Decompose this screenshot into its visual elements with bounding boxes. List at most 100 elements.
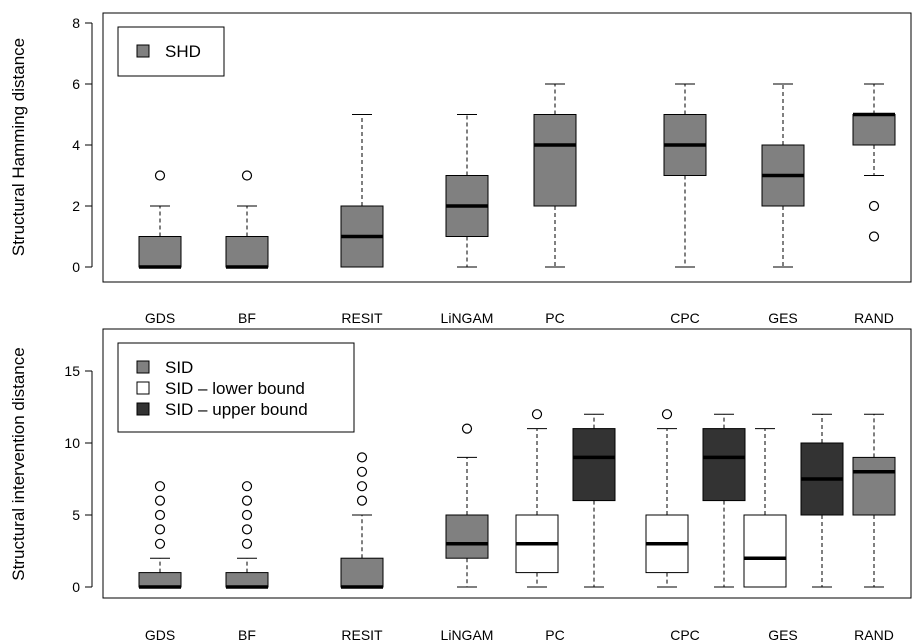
shd-legend: SHD [117, 26, 225, 77]
sid-x-tick-label: GDS [145, 627, 175, 642]
sid-legend-swatch [136, 360, 150, 374]
shd-box-iqr [852, 114, 896, 146]
sid-outlier-point [461, 423, 473, 434]
sid-legend: SID SID – lower bound SID – upper bound [117, 342, 355, 433]
sid-boxplots [138, 409, 896, 589]
shd-plot-frame [102, 12, 912, 283]
sid-y-tick-label: 5 [72, 507, 80, 523]
shd-panel: 0 2 4 6 8 GDS BF RESIT LiNGAM PC CPC GES RAND Struc… [9, 12, 912, 326]
sid-panel: 0 5 10 15 GDS BF RESIT LiNGAM PC CPC GES RAND Stru… [9, 328, 912, 642]
sid-y-axis-title: Structural intervention distance [9, 347, 28, 580]
shd-y-tick-label: 2 [72, 198, 80, 214]
sid-box-bf [225, 481, 269, 589]
sid-outlier-point [154, 509, 166, 521]
shd-box-ges [761, 83, 805, 268]
sid-box-iqr [702, 428, 746, 502]
sid-outlier-point [241, 509, 253, 521]
sid-box-resit [340, 452, 384, 589]
shd-x-tick-label: RESIT [341, 310, 383, 326]
sid-legend-swatch [136, 381, 150, 395]
shd-y-tick-label: 0 [72, 259, 80, 275]
sid-box-iqr [138, 572, 182, 588]
shd-box-rand [852, 83, 896, 242]
shd-x-tick-labels: GDS BF RESIT LiNGAM PC CPC GES RAND [145, 310, 894, 326]
sid-legend-swatch [136, 402, 150, 416]
shd-outlier-point [241, 170, 253, 181]
shd-x-tick-label: GES [768, 310, 798, 326]
sid-outlier-point [154, 481, 166, 492]
sid-x-tick-label: GES [768, 627, 798, 642]
sid-x-tick-label: LiNGAM [441, 627, 494, 642]
shd-legend-label: SHD [165, 42, 201, 61]
shd-box-resit [340, 114, 384, 268]
sid-box-iqr [743, 514, 787, 588]
sid-x-tick-labels: GDS BF RESIT LiNGAM PC CPC GES RAND [145, 627, 894, 642]
sid-box-rand [852, 413, 896, 588]
shd-outlier-point [868, 231, 880, 242]
shd-legend-swatch [136, 44, 150, 58]
sid-outlier-point [241, 495, 253, 506]
shd-x-tick-label: PC [545, 310, 564, 326]
sid-outlier-point [241, 524, 253, 535]
shd-y-axis-title: Structural Hamming distance [9, 38, 28, 256]
shd-x-tick-label: LiNGAM [441, 310, 494, 326]
sid-outlier-point [356, 495, 368, 506]
shd-box-cpc [663, 83, 707, 268]
sid-box-ges-lower [743, 428, 787, 588]
sid-box-iqr [340, 557, 384, 588]
sid-x-tick-label: RESIT [341, 627, 383, 642]
sid-box-cpc-upper [702, 413, 746, 588]
sid-y-axis: 0 5 10 15 [64, 363, 93, 595]
sid-y-tick-label: 0 [72, 579, 80, 595]
sid-x-tick-label: BF [238, 627, 256, 642]
shd-box-iqr [225, 236, 269, 268]
shd-box-gds [138, 170, 182, 269]
shd-x-tick-label: BF [238, 310, 256, 326]
shd-outlier-point [868, 200, 880, 212]
sid-outlier-point [356, 481, 368, 492]
sid-legend-label: SID – upper bound [165, 400, 308, 419]
sid-legend-frame [117, 342, 355, 433]
sid-outlier-point [241, 538, 253, 549]
sid-x-tick-label: RAND [854, 627, 894, 642]
shd-y-tick-label: 6 [72, 76, 80, 92]
shd-x-tick-label: RAND [854, 310, 894, 326]
sid-y-tick-label: 10 [64, 435, 80, 451]
sid-x-tick-label: PC [545, 627, 564, 642]
shd-y-tick-label: 4 [72, 137, 80, 153]
sid-box-iqr [445, 514, 489, 559]
sid-box-iqr [572, 428, 616, 502]
shd-x-tick-label: CPC [670, 310, 700, 326]
sid-outlier-point [356, 466, 368, 477]
sid-plot-frame [102, 328, 912, 599]
sid-outlier-point [154, 524, 166, 535]
shd-box-bf [225, 170, 269, 269]
sid-outlier-point [531, 409, 543, 420]
shd-x-tick-label: GDS [145, 310, 175, 326]
sid-box-gds [138, 481, 182, 589]
sid-outlier-point [241, 481, 253, 492]
sid-outlier-point [154, 538, 166, 549]
sid-box-pc-lower [515, 409, 559, 588]
sid-legend-label: SID – lower bound [165, 379, 305, 398]
shd-box-lingam [445, 114, 489, 268]
sid-outlier-point [356, 452, 368, 463]
sid-box-cpc-lower [645, 409, 689, 588]
shd-boxplots [138, 83, 896, 269]
shd-legend-frame [117, 26, 225, 77]
shd-y-axis: 0 2 4 6 8 [72, 15, 93, 275]
sid-box-iqr [225, 572, 269, 588]
sid-outlier-point [661, 409, 673, 420]
shd-y-tick-label: 8 [72, 15, 80, 31]
sid-box-iqr [852, 456, 896, 516]
sid-box-ges-upper [800, 413, 844, 588]
shd-outlier-point [154, 170, 166, 181]
shd-box-iqr [533, 114, 577, 207]
sid-box-lingam [445, 423, 489, 588]
shd-box-iqr [138, 236, 182, 268]
sid-x-tick-label: CPC [670, 627, 700, 642]
sid-box-pc-upper [572, 413, 616, 588]
sid-legend-label: SID [165, 358, 193, 377]
shd-box-pc [533, 83, 577, 268]
